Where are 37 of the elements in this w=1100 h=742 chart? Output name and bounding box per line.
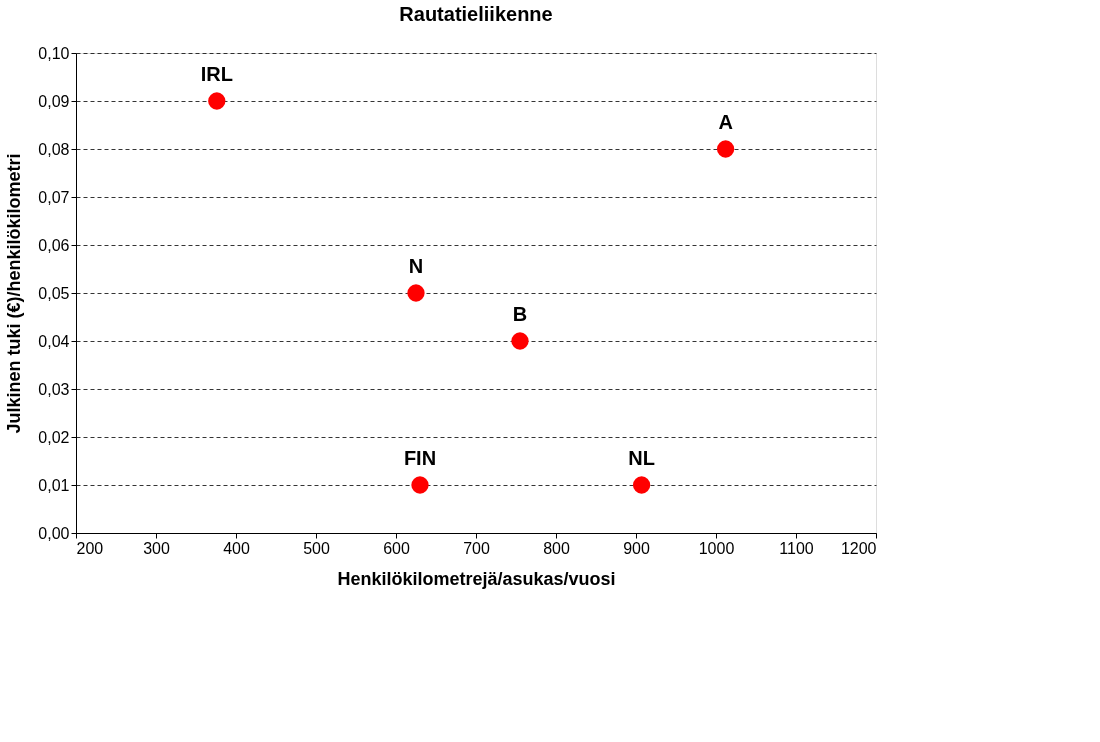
y-tick-label: 0,03	[38, 380, 70, 398]
data-label: A	[718, 111, 733, 133]
point	[407, 284, 425, 302]
x-tick-label: 600	[383, 539, 410, 557]
y-tick-label: 0,06	[38, 236, 70, 254]
data-label: FIN	[403, 447, 437, 469]
point	[632, 476, 651, 494]
x-tick-label: 1000	[698, 539, 735, 557]
x-axis-title: Henkilökilometrejä/asukas/vuosi	[337, 568, 616, 589]
y-tick-label: 0,07	[38, 188, 70, 206]
y-tick-label: 0,00	[38, 524, 70, 542]
x-tick-label: 700	[463, 539, 490, 557]
x-tick-label: 500	[303, 539, 330, 557]
y-tick-label: 0,02	[38, 428, 70, 446]
x-tick-label: 1100	[779, 539, 814, 557]
x-tick-label: 800	[543, 539, 570, 557]
y-tick-label: 0,05	[38, 284, 70, 302]
point	[511, 332, 529, 350]
y-tick-label: 0,08	[38, 140, 70, 158]
y-tick-label: 0,10	[38, 44, 70, 62]
data-label: IRL	[200, 63, 233, 85]
x-tick-label: 200	[76, 539, 104, 557]
y-tick-label: 0,09	[38, 92, 70, 110]
x-tick-label: 1200	[840, 539, 877, 557]
x-tick-label: 400	[223, 539, 250, 557]
data-label: N	[408, 255, 424, 277]
point	[208, 92, 226, 110]
point	[411, 476, 429, 494]
chart-title: Rautatieliikenne	[399, 3, 553, 25]
y-tick-label: 0,04	[38, 332, 70, 350]
point	[716, 140, 735, 158]
data-label: NL	[628, 447, 655, 469]
x-tick-label: 300	[143, 539, 170, 557]
x-tick-label: 900	[623, 539, 650, 557]
data-label: B	[512, 303, 528, 325]
y-axis-title: Julkinen tuki (€)/henkilökilometri	[4, 153, 25, 434]
y-tick-label: 0,01	[38, 476, 70, 494]
